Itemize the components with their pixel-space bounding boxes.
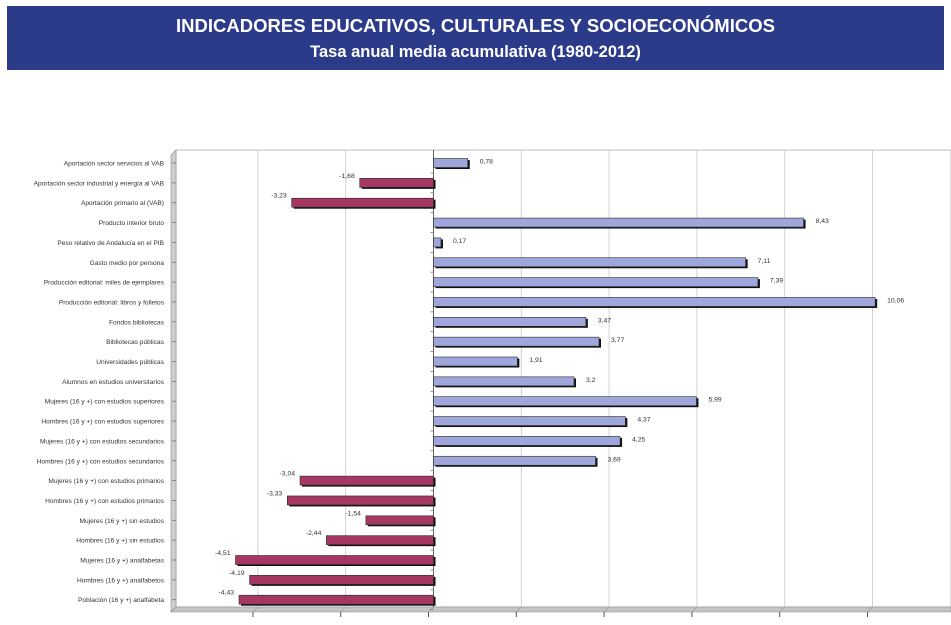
value-label: -4,51 xyxy=(215,550,231,557)
value-label: 3,47 xyxy=(598,317,611,324)
bar xyxy=(433,257,746,268)
bar xyxy=(299,475,434,486)
value-label: -4,19 xyxy=(229,570,245,577)
bar xyxy=(433,416,626,426)
category-label: Alumnos en estudios universitarios xyxy=(62,379,165,386)
value-label: 7,39 xyxy=(770,278,783,285)
value-label: 4,37 xyxy=(637,417,650,424)
value-label: 3,69 xyxy=(607,456,620,463)
floor-gridline xyxy=(867,606,873,613)
value-label: 1,91 xyxy=(529,357,542,364)
bar xyxy=(326,535,434,545)
bar xyxy=(433,376,575,387)
value-label: 3,77 xyxy=(611,337,624,344)
bar xyxy=(365,515,434,526)
category-label: Mujeres (16 y +) con estudios superiores xyxy=(45,399,165,406)
value-label: 8,43 xyxy=(816,218,829,225)
value-label: 0,78 xyxy=(480,159,493,166)
bar xyxy=(433,336,600,347)
category-label: Población (16 y +) analfabeta xyxy=(78,597,164,604)
bar xyxy=(235,555,434,565)
value-label: -3,33 xyxy=(267,490,283,497)
bar xyxy=(433,316,587,327)
value-label: 5,99 xyxy=(708,397,721,404)
value-label: 10,06 xyxy=(887,297,904,304)
page-title: INDICADORES EDUCATIVOS, CULTURALES Y SOC… xyxy=(176,15,775,36)
bar xyxy=(433,217,804,228)
category-label: Hombres (16 y +) con estudios secundario… xyxy=(37,458,165,465)
bar xyxy=(433,455,596,466)
floor-gridline xyxy=(340,606,346,613)
floor-gridline xyxy=(779,606,785,613)
category-label: Hombres (16 y +) con estudios superiores xyxy=(41,419,164,426)
value-label: -1,54 xyxy=(345,510,361,517)
header-banner: INDICADORES EDUCATIVOS, CULTURALES Y SOC… xyxy=(7,6,944,70)
value-label: 0,17 xyxy=(453,238,466,245)
category-label: Fondos bibliotecas xyxy=(109,319,165,326)
category-label: Mujeres (16 y +) analfabetas xyxy=(80,558,164,565)
category-label: Hombres (16 y +) con estudios primarios xyxy=(45,498,165,505)
category-label: Mujeres (16 y +) con estudios secundario… xyxy=(40,438,165,445)
bar xyxy=(287,495,434,506)
bar xyxy=(238,594,434,605)
category-label: Aportación primario al (VAB) xyxy=(81,200,164,207)
category-label: Hombres (16 y +) sin estudios xyxy=(76,538,164,545)
bar xyxy=(249,575,434,585)
value-label: -3,04 xyxy=(280,471,296,478)
floor-gridline xyxy=(516,606,522,613)
category-label: Aportación sector industrial y energía a… xyxy=(34,180,165,187)
category-label: Producto interior bruto xyxy=(99,220,165,227)
floor-gridline xyxy=(691,606,698,613)
floor-gridline xyxy=(603,606,610,613)
value-label: -4,43 xyxy=(219,590,235,597)
plot-floor xyxy=(170,606,951,613)
category-label: Mujeres (16 y +) sin estudios xyxy=(80,518,165,525)
value-label: -3,23 xyxy=(271,193,287,200)
value-label: -2,44 xyxy=(306,530,322,537)
category-label: Gasto medio por persona xyxy=(90,260,165,267)
bar xyxy=(433,396,697,407)
floor-gridline xyxy=(252,606,259,613)
category-label: Peso relativo de Andalucía en el PIB xyxy=(57,240,164,247)
value-label: 4,25 xyxy=(632,436,645,443)
category-label: Bibliotecas públicas xyxy=(106,339,165,346)
bar xyxy=(433,436,621,446)
page-subtitle: Tasa anual media acumulativa (1980-2012) xyxy=(310,43,641,61)
bar xyxy=(433,158,469,168)
bar xyxy=(433,356,518,367)
bar xyxy=(291,197,434,208)
bar xyxy=(433,277,759,287)
value-label: 7,11 xyxy=(758,258,771,265)
value-label: -1,68 xyxy=(339,173,355,180)
bar xyxy=(433,297,876,307)
category-label: Producción editorial: miles de ejemplare… xyxy=(44,280,165,287)
category-label: Aportación sector servicios al VAB xyxy=(64,161,165,168)
category-label: Mujeres (16 y +) con estudios primarios xyxy=(48,478,164,485)
bar xyxy=(359,178,434,188)
category-label: Hombres (16 y +) analfabetos xyxy=(77,577,165,584)
value-label: 3,2 xyxy=(586,377,596,384)
category-label: Producción editorial: libros y folletos xyxy=(59,299,165,306)
category-label: Universidades públicas xyxy=(96,359,165,366)
bar xyxy=(433,237,442,248)
